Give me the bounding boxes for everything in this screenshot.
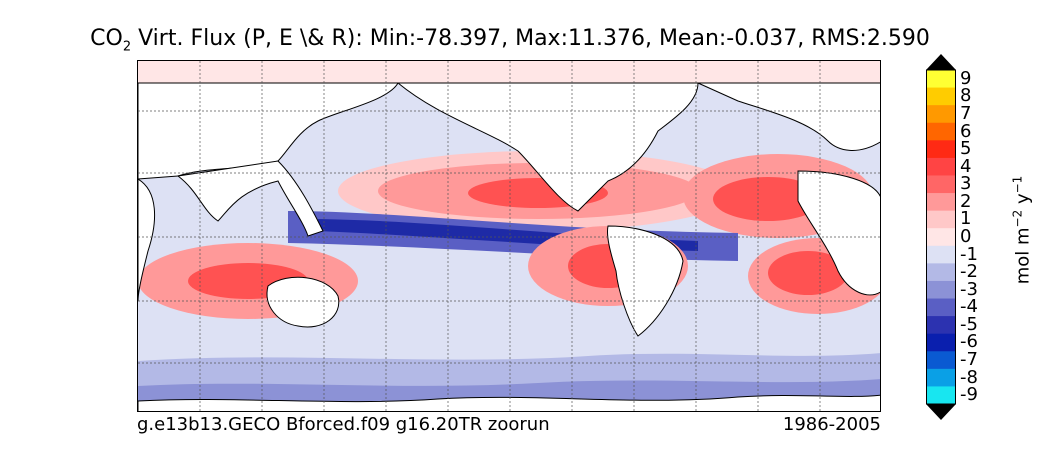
colorbar-svg [926, 54, 956, 420]
colorbar-band [926, 193, 956, 212]
colorbar-extend-bottom [926, 404, 956, 420]
land-australia [266, 276, 340, 328]
footer-date-range: 1986-2005 [782, 414, 881, 435]
colorbar-tick-label: -3 [960, 278, 978, 300]
colorbar-band [926, 280, 956, 300]
colorbar-tick-label: -6 [960, 331, 978, 353]
unit-mid: y [1012, 193, 1034, 210]
colorbar-band [926, 245, 956, 264]
graticule [138, 61, 880, 411]
land-antarctica [138, 394, 880, 411]
colorbar-band [926, 175, 956, 194]
colorbar-band [926, 87, 956, 106]
colorbar-band [926, 263, 956, 282]
colorbar-band [926, 228, 956, 247]
colorbar-band [926, 333, 956, 352]
colorbar-unit: mol m−2 y−1 [1011, 176, 1034, 285]
colorbar-band [926, 386, 956, 405]
colorbar-tick-label: -2 [960, 261, 978, 283]
colorbar-band [926, 105, 956, 124]
land-north-america [396, 82, 699, 212]
colorbar-tick-label: 0 [960, 226, 972, 247]
colorbar-band [926, 316, 956, 335]
colorbar-band [926, 122, 956, 141]
field-s-atlantic-strong [768, 251, 848, 295]
colorbar-frame [926, 69, 956, 405]
colorbar-tick-label: 1 [960, 208, 972, 230]
footer-run-name: g.e13b13.GECO Bforced.f09 g16.20TR zooru… [137, 414, 550, 435]
flux-map [137, 60, 881, 412]
land-south-asia [176, 160, 324, 237]
colorbar-extend-top [926, 54, 956, 70]
colorbar-tick-label: -5 [960, 313, 978, 335]
colorbar-tick-label: 9 [960, 67, 972, 89]
colorbar-band [926, 368, 956, 387]
colorbar-tick-label: 8 [960, 85, 972, 107]
colorbar-tick-label: 7 [960, 102, 972, 124]
colorbar-band [926, 298, 956, 317]
unit-exp2: −1 [1010, 175, 1025, 194]
land-africa [138, 178, 156, 302]
colorbar-tick-label: 3 [960, 173, 972, 195]
colorbar-tick-label: 5 [960, 138, 972, 160]
colorbar-tick-label: 2 [960, 190, 972, 212]
field-n-atlantic-strong [713, 177, 823, 221]
colorbar-band [926, 70, 956, 89]
colorbar-tick-label: 6 [960, 120, 972, 142]
land-africa-east [797, 170, 880, 296]
colorbar [926, 54, 956, 420]
unit-exp1: −2 [1010, 209, 1025, 228]
colorbar-tick-label: -9 [960, 384, 978, 406]
colorbar-tick-label: -1 [960, 243, 978, 265]
title-text: Virt. Flux (P, E \& R): Min:-78.397, Max… [138, 26, 930, 51]
land-south-america [607, 225, 684, 337]
land-eurasia-west [138, 82, 399, 180]
unit-base: mol m [1012, 227, 1034, 285]
colorbar-band [926, 351, 956, 370]
colorbar-tick-label: -7 [960, 349, 978, 371]
flux-map-svg [138, 61, 880, 411]
colorbar-band [926, 140, 956, 159]
title-subscript: 2 [122, 39, 132, 55]
colorbar-band [926, 210, 956, 229]
colorbar-tick-label: -8 [960, 366, 978, 388]
land-greenland-europe [697, 82, 880, 151]
field-arctic [138, 61, 880, 83]
colorbar-band [926, 157, 956, 176]
colorbar-tick-label: -4 [960, 296, 978, 318]
map-title: CO2 Virt. Flux (P, E \& R): Min:-78.397,… [0, 26, 1020, 54]
colorbar-tick-label: 4 [960, 155, 972, 177]
title-co: CO [90, 26, 123, 51]
